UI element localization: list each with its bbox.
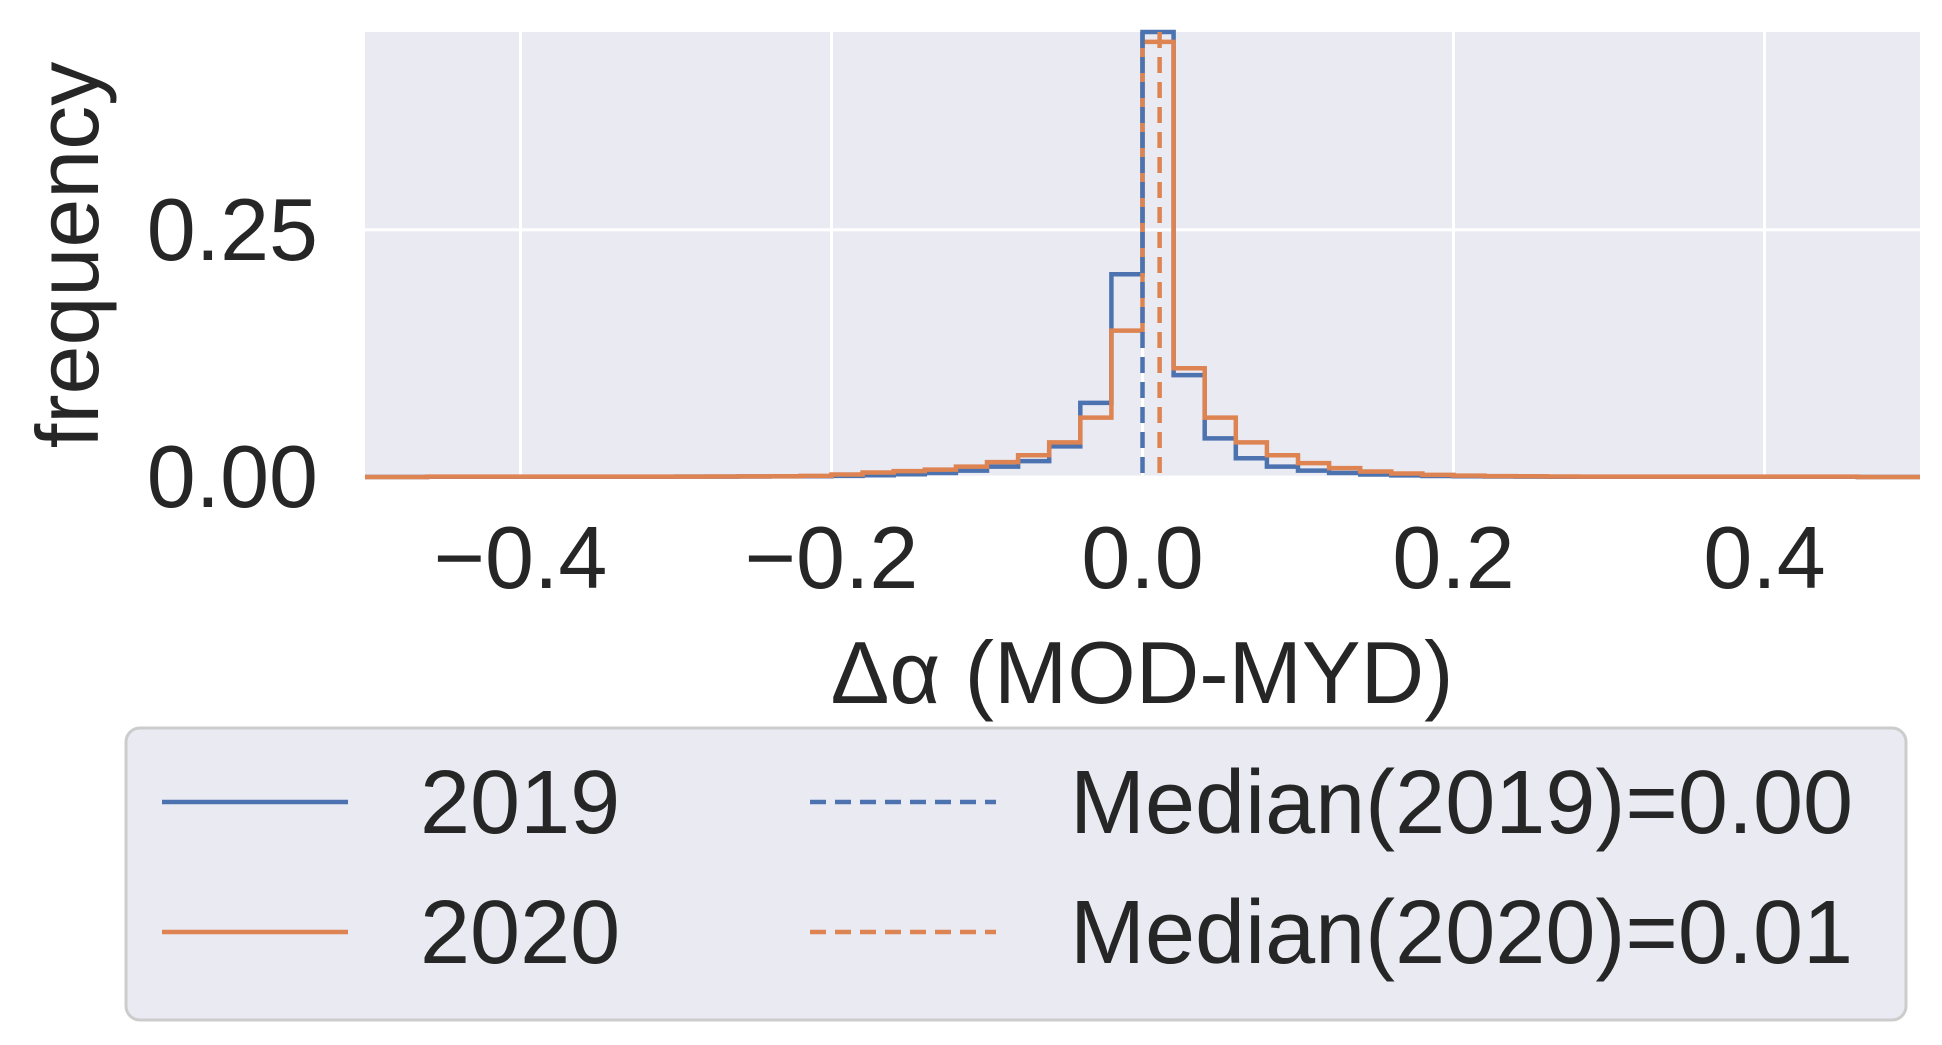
y-tick-label: 0.25 (147, 180, 318, 279)
y-tick-label: 0.00 (147, 427, 318, 526)
legend-frame (124, 726, 1908, 1022)
legend: 2019 2020 Median(2019)=0.00 Median(2020)=0.… (124, 726, 1908, 1022)
x-tick-label: 0.4 (1703, 508, 1825, 607)
x-tick-labels: −0.4 −0.2 0.0 0.2 0.4 (434, 508, 1826, 607)
y-axis-label: frequency (18, 62, 117, 448)
x-axis-label: Δα (MOD-MYD) (831, 623, 1454, 722)
x-tick-label: 0.0 (1081, 508, 1203, 607)
x-tick-label: −0.4 (434, 508, 608, 607)
y-tick-labels: 0.00 0.25 (147, 180, 318, 526)
legend-label: 2019 (420, 753, 620, 853)
legend-items: 2019 2020 Median(2019)=0.00 Median(2020)=0.… (162, 753, 1853, 983)
x-tick-label: 0.2 (1392, 508, 1514, 607)
legend-label: Median(2019)=0.00 (1070, 753, 1853, 853)
x-tick-label: −0.2 (745, 508, 919, 607)
legend-label: Median(2020)=0.01 (1070, 883, 1853, 983)
legend-label: 2020 (420, 883, 620, 983)
